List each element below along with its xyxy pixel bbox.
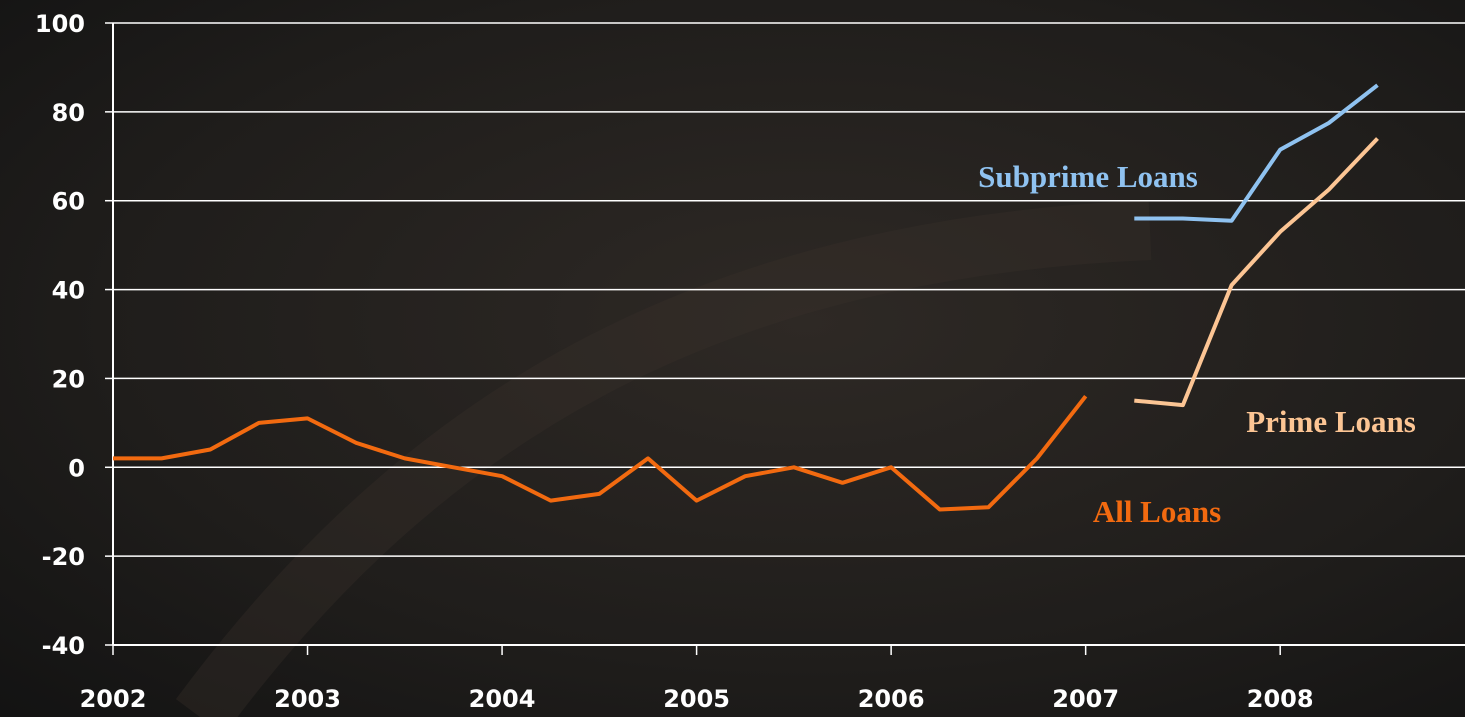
x-tick-label: 2002 [80, 685, 147, 713]
x-tick-label: 2005 [663, 685, 730, 713]
y-tick-label: 80 [52, 99, 85, 127]
y-tick-label: 100 [35, 10, 85, 38]
x-tick-label: 2004 [469, 685, 536, 713]
series-label: Prime Loans [1246, 404, 1416, 439]
y-tick-label: -40 [42, 632, 85, 660]
background [0, 0, 1465, 717]
series-label: Subprime Loans [978, 159, 1198, 194]
x-tick-label: 2007 [1052, 685, 1119, 713]
y-tick-label: 60 [52, 188, 85, 216]
y-tick-label: 40 [52, 277, 85, 305]
x-tick-label: 2008 [1247, 685, 1314, 713]
chart: -40 -20 0 20 40 60 80 100 2002 2003 2004 2005 2006 20… [0, 0, 1465, 717]
y-tick-label: -20 [42, 543, 85, 571]
x-tick-label: 2003 [274, 685, 341, 713]
x-tick-label: 2006 [858, 685, 925, 713]
series-label: All Loans [1093, 494, 1221, 529]
y-tick-label: 0 [68, 454, 85, 482]
y-tick-label: 20 [52, 365, 85, 393]
